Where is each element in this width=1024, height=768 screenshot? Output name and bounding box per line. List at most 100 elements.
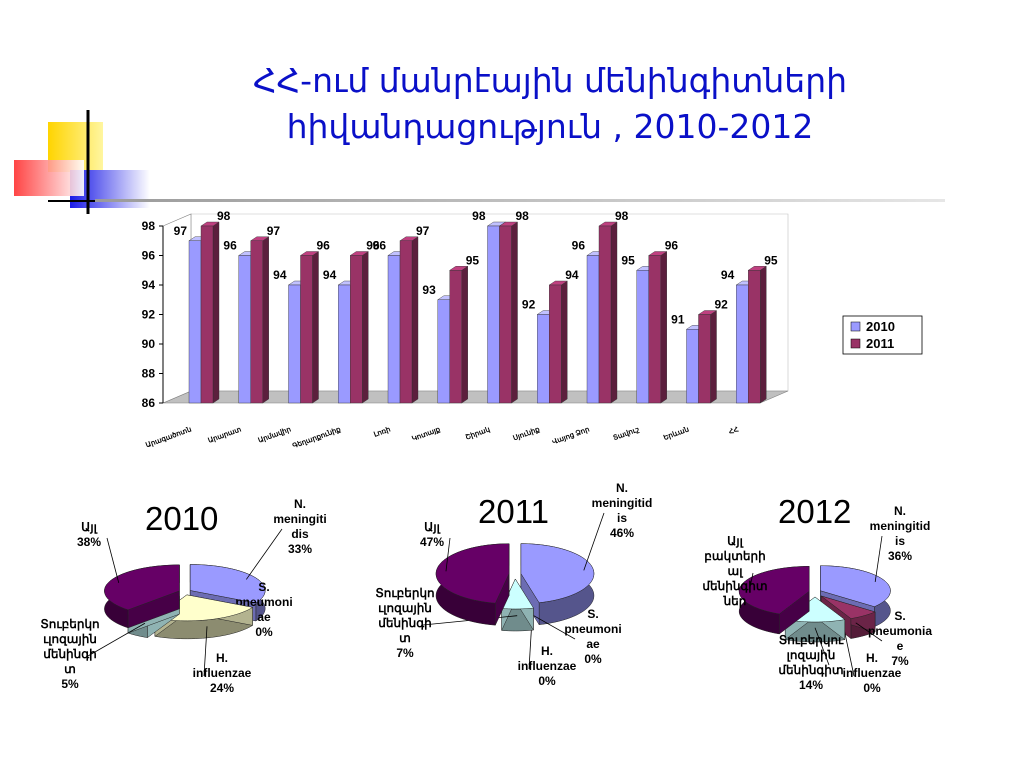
pie-leader-line-1: [855, 622, 883, 642]
bar-data-label: 92: [522, 298, 536, 312]
pie-leader-line-0: [874, 535, 883, 582]
pie-slice-label-3: Տուբերկո ւլոզային մենինգի տ 5%: [40, 617, 99, 691]
pie-slice-label-3: Տուբերկո ւլոզային մենինգի տ 7%: [375, 586, 434, 660]
pie-slice-top-4: [738, 566, 810, 615]
page-title: ՀՀ-ում մանրէային մենինգիտների հիվանդացու…: [150, 58, 950, 150]
pie-slice-top-0: [820, 565, 891, 607]
y-tick-label: 94: [142, 278, 156, 292]
bar-data-label: 96: [373, 239, 387, 253]
pie-slice-2: H. influenzae 0%: [843, 625, 902, 695]
bar-data-label: 97: [416, 224, 430, 238]
y-tick-label: 88: [142, 367, 156, 381]
pie-slice-4: Այլ 47%: [420, 520, 510, 626]
y-tick-label: 96: [142, 249, 156, 263]
pie-slice-label-0: N. meningiti dis 33%: [273, 497, 326, 556]
pie-slice-top-1: [820, 595, 876, 619]
pie-leader-line-0: [583, 512, 605, 571]
bar-data-label: 98: [615, 209, 629, 223]
bar-data-label: 98: [516, 209, 530, 223]
pie-leader-line-2: [203, 626, 208, 677]
bar-data-label: 94: [565, 268, 579, 282]
pie-slice-label-4: Այլ 38%: [77, 520, 101, 549]
bar-chart-legend: 2010 2011: [842, 315, 923, 355]
pie-leader-line-4: [106, 537, 120, 584]
pie-slice-label-2: H. influenzae 0%: [843, 651, 902, 695]
bar-data-label: 96: [665, 239, 679, 253]
pie-slice-1: S. pneumonia e 7%: [820, 595, 932, 668]
pie-slice-label-0: N. meningitid is 46%: [592, 481, 653, 540]
pie-slice-3: Տուբերկո ւլոզային մենինգի տ 7%: [375, 578, 534, 660]
bar-data-label: 92: [715, 298, 729, 312]
bar-2011: [200, 225, 214, 404]
pie-slice-4: Այլ 38%: [77, 520, 180, 629]
y-tick-label: 90: [142, 337, 156, 351]
pie-slice-3: Տուբերկու լոզային մենինգիտ 14%: [778, 596, 846, 692]
pie-leader-line-2: [842, 625, 855, 677]
pie-2011-year-label: 2011: [478, 493, 549, 530]
x-category-label: ՀՀ: [728, 425, 740, 436]
pie-slice-label-2: H. influenzae 24%: [193, 651, 252, 695]
pie-slice-label-3: Տուբերկու լոզային մենինգիտ 14%: [778, 633, 844, 692]
bar-2011: [698, 314, 711, 404]
bar-2011: [549, 284, 562, 404]
pie-slice-1: S. pneumoni ae 0%: [532, 607, 622, 666]
y-tick-label: 92: [142, 308, 156, 322]
pie-2010-year-label: 2010: [145, 500, 219, 537]
bar-2011: [449, 270, 462, 404]
bar-data-label: 97: [267, 224, 281, 238]
decorative-squares: [14, 110, 170, 214]
bar-data-label: 96: [572, 239, 586, 253]
bar-data-label: 94: [273, 268, 287, 282]
bar-data-label: 96: [317, 239, 331, 253]
pie-slice-top-4: [435, 543, 510, 604]
legend-label-2011: 2011: [866, 336, 894, 351]
bar-data-label: 98: [472, 209, 486, 223]
pie-2010: N. meningiti dis 33% S. pneumoni ae 0% H. influen…: [40, 497, 326, 695]
pie-leader-line-4: [445, 537, 451, 572]
bar-2011: [300, 255, 313, 404]
y-tick-label: 86: [142, 396, 156, 410]
pie-leader-line-4: [749, 572, 754, 587]
pie-slice-2: H. influenzae 0%: [518, 614, 577, 688]
pie-leader-line-3: [87, 622, 146, 657]
pie-slice-top-0: [189, 564, 266, 604]
pie-slice-label-4: Այլ 47%: [420, 520, 444, 549]
bar-data-label: 96: [223, 239, 237, 253]
bar-2011: [399, 240, 413, 404]
pie-slice-label-1: S. pneumonia e 7%: [868, 609, 932, 668]
title-line-2: հիվանդացություն , 2010-2012: [286, 107, 814, 146]
legend-swatch-2010: [850, 321, 861, 332]
pie-slice-4: Այլ բակտերի ալ մենինգիտ ներ: [702, 534, 810, 635]
bar-2011: [748, 270, 761, 404]
bar-2011: [250, 240, 263, 404]
pie-slice-top-0: [520, 543, 595, 603]
pie-slice-label-1: S. pneumoni ae 0%: [235, 580, 292, 639]
pie-slice-top-3: [501, 578, 534, 610]
bar-data-label: 97: [174, 224, 188, 238]
pie-slice-0: N. meningitid is 46%: [520, 481, 653, 626]
pie-leader-line-1: [532, 614, 576, 640]
bar-data-label: 98: [217, 209, 231, 223]
bar-data-label: 94: [721, 268, 735, 282]
pie-slice-label-1: S. pneumoni ae 0%: [564, 607, 621, 666]
bar-data-label: 95: [621, 253, 635, 267]
pie-slice-1: S. pneumoni ae 0%: [235, 580, 292, 639]
pie-2012-year-label: 2012: [778, 493, 852, 530]
pie-2012: N. meningitid is 36% S. pneumonia e 7%H. influen…: [702, 504, 932, 695]
bar-data-label: 96: [366, 239, 380, 253]
pie-2011: N. meningitid is 46% S. pneumoni ae 0%H. influen…: [375, 481, 652, 688]
bar-2011: [598, 225, 612, 404]
pie-slice-label-2: H. influenzae 0%: [518, 644, 577, 688]
bar-2011: [499, 225, 512, 404]
y-tick-label: 98: [142, 219, 156, 233]
pie-leader-line-3: [814, 627, 830, 666]
pie-slice-label-0: N. meningitid is 36%: [870, 504, 931, 563]
bar-2011: [350, 255, 363, 404]
pie-slice-top-4: [104, 564, 180, 611]
legend-label-2010: 2010: [866, 319, 895, 334]
title-line-1: ՀՀ-ում մանրէային մենինգիտների: [252, 61, 848, 100]
bar-data-label: 95: [764, 253, 778, 267]
bar-data-label: 91: [671, 312, 685, 326]
